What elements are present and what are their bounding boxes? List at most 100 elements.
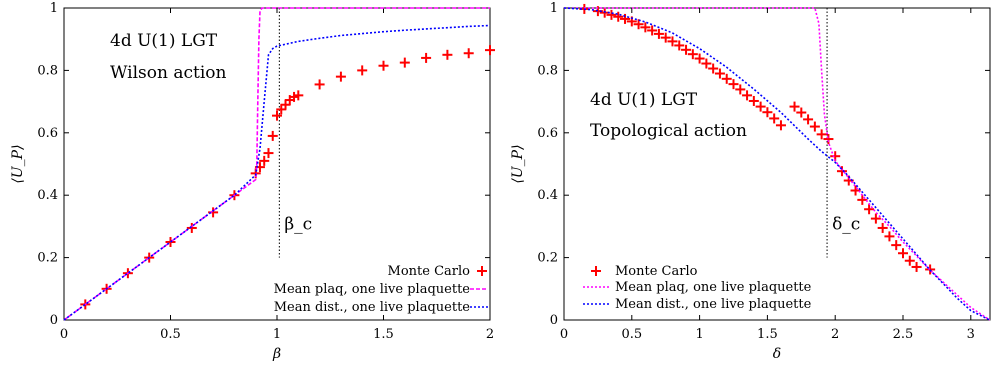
data-point xyxy=(721,73,732,84)
x-tick-label: 1.5 xyxy=(373,327,394,342)
x-tick-label: 2 xyxy=(486,327,494,342)
x-tick-label: 1 xyxy=(273,327,281,342)
y-tick-label: 0 xyxy=(50,313,58,328)
data-point xyxy=(647,25,658,36)
x-tick-label: 1.5 xyxy=(757,327,778,342)
data-point xyxy=(694,53,705,64)
x-tick-label: 0.5 xyxy=(621,327,642,342)
data-point xyxy=(796,107,807,118)
data-point xyxy=(667,36,678,47)
x-tick-label: 0.5 xyxy=(160,327,181,342)
data-point xyxy=(728,79,739,90)
data-point xyxy=(421,52,432,63)
data-point xyxy=(660,32,671,43)
y-axis-label: ⟨U_P⟩ xyxy=(10,144,26,183)
data-point xyxy=(653,28,664,39)
annotation-line: 4d U(1) LGT xyxy=(590,90,698,110)
data-point xyxy=(823,134,834,145)
legend-label: Mean plaq, one live plaquette xyxy=(615,280,812,295)
x-tick-label: 0 xyxy=(60,327,68,342)
data-point xyxy=(708,63,719,74)
x-axis-label: β xyxy=(272,346,281,362)
data-point xyxy=(674,40,685,51)
series-line xyxy=(563,7,991,321)
data-point xyxy=(816,129,827,140)
data-point xyxy=(681,44,692,55)
data-point xyxy=(442,49,453,60)
data-point xyxy=(925,264,936,275)
data-point xyxy=(259,155,270,166)
legend-label: Monte Carlo xyxy=(388,264,471,279)
series-line xyxy=(63,7,490,321)
data-point xyxy=(748,95,759,106)
data-point xyxy=(272,110,282,121)
data-point xyxy=(870,213,881,224)
data-point xyxy=(836,166,847,177)
data-point xyxy=(755,101,766,112)
data-point xyxy=(877,222,888,233)
data-point xyxy=(857,194,868,205)
data-point xyxy=(762,107,773,118)
data-point xyxy=(640,22,651,33)
legend-label: Mean plaq, one live plaquette xyxy=(274,282,471,297)
data-point xyxy=(633,19,644,30)
y-tick-label: 0.2 xyxy=(37,251,58,266)
y-tick-label: 0.2 xyxy=(537,251,558,266)
data-point xyxy=(911,261,922,272)
data-point xyxy=(789,101,800,112)
data-point xyxy=(687,49,698,60)
y-tick-label: 1 xyxy=(50,1,58,16)
data-point xyxy=(378,60,389,71)
series-line xyxy=(63,24,491,321)
y-tick-label: 0.6 xyxy=(37,126,58,141)
y-tick-label: 0.8 xyxy=(537,63,558,78)
y-tick-label: 0 xyxy=(550,313,558,328)
data-point xyxy=(606,9,617,20)
data-point xyxy=(714,68,725,79)
y-tick-label: 0.6 xyxy=(537,126,558,141)
x-tick-label: 2 xyxy=(831,327,839,342)
data-point xyxy=(314,79,325,90)
data-point xyxy=(898,248,909,259)
panel-1: 0 0.2 0.4 0.6 0.8 1 0 0.5 1 1.5 2 β ⟨U_P⟩ β_c 4d U(1) … xyxy=(10,1,495,362)
data-point xyxy=(267,130,278,141)
critical-label: β_c xyxy=(284,215,312,235)
annotation-line: Topological action xyxy=(590,121,747,141)
data-point xyxy=(463,48,474,59)
panel-2: 0 0.2 0.4 0.6 0.8 1 0 0.5 1 1.5 2 2.5 3 δ ⟨U_P⟩ δ_c 4d U… xyxy=(510,1,991,362)
x-tick-label: 1 xyxy=(695,327,703,342)
data-point xyxy=(850,185,861,196)
data-point xyxy=(769,113,780,124)
y-tick-label: 0.4 xyxy=(37,188,58,203)
data-point xyxy=(357,65,368,76)
data-point xyxy=(884,231,895,242)
data-point xyxy=(775,120,786,131)
y-axis-label: ⟨U_P⟩ xyxy=(510,144,526,183)
x-tick-label: 0 xyxy=(560,327,568,342)
data-point xyxy=(864,204,875,215)
data-point xyxy=(809,121,820,132)
y-tick-label: 0.4 xyxy=(537,188,558,203)
data-point xyxy=(293,90,304,101)
data-point xyxy=(335,71,346,82)
annotation-line: Wilson action xyxy=(110,63,227,83)
data-point xyxy=(891,240,902,251)
data-point xyxy=(613,11,624,22)
legend-label: Mean dist., one live plaquette xyxy=(615,297,812,312)
data-point xyxy=(742,90,753,101)
x-tick-label: 2.5 xyxy=(893,327,914,342)
legend-label: Monte Carlo xyxy=(615,264,698,279)
annotation-line: 4d U(1) LGT xyxy=(110,31,218,51)
y-tick-label: 0.8 xyxy=(37,63,58,78)
x-tick-label: 3 xyxy=(967,327,975,342)
legend-label: Mean dist., one live plaquette xyxy=(274,300,471,315)
data-point xyxy=(485,45,495,56)
x-axis-label: δ xyxy=(773,346,781,362)
critical-label: δ_c xyxy=(832,215,860,235)
data-point xyxy=(263,148,274,159)
data-point xyxy=(904,255,915,266)
data-point xyxy=(701,58,712,69)
data-point xyxy=(186,222,197,233)
data-point xyxy=(735,84,746,95)
